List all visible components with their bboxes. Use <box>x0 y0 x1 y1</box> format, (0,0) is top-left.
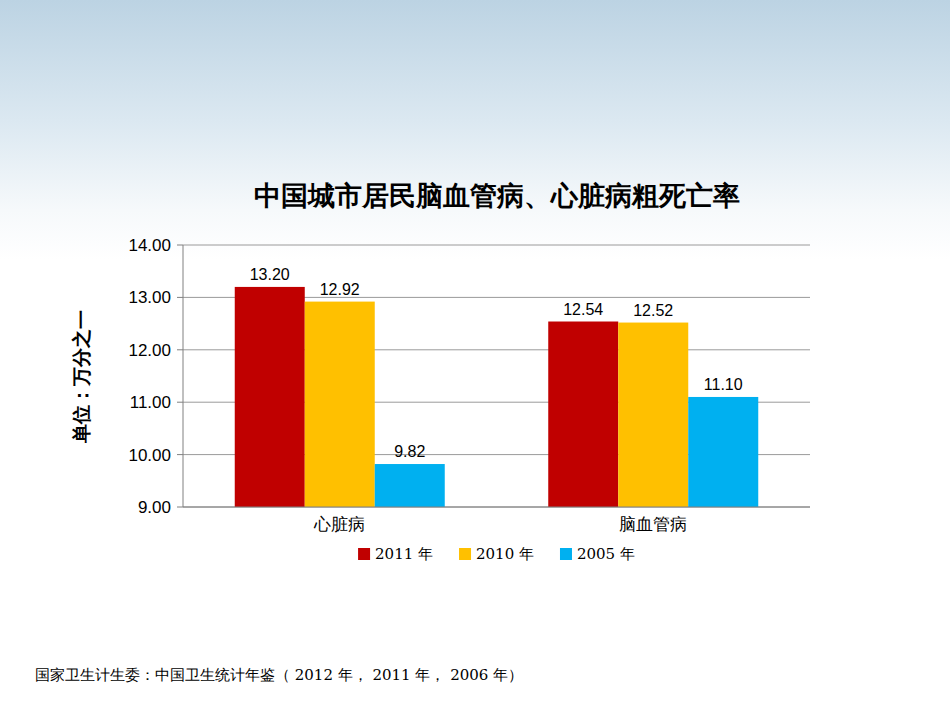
y-axis <box>183 245 184 507</box>
tick-label: 10.00 <box>128 446 171 465</box>
bar <box>375 464 445 507</box>
tick-mark <box>177 402 183 403</box>
title: 中国城市居民脑血管病、心脏病粗死亡率 <box>254 180 740 211</box>
data-label: 11.10 <box>704 376 743 393</box>
legend: 2011 年 2010 年 2005 年 <box>358 545 635 563</box>
bar <box>618 323 688 507</box>
tick-mark <box>177 507 183 508</box>
tick-mark <box>177 245 183 246</box>
grid-line <box>183 245 810 246</box>
tick-mark <box>177 454 183 455</box>
data-label: 12.54 <box>563 301 603 318</box>
data-label: 12.92 <box>320 281 360 298</box>
data-label: 9.82 <box>394 443 425 460</box>
bar <box>235 287 305 507</box>
category-label: 脑血管病 <box>619 514 687 534</box>
tick-label: 11.00 <box>130 393 171 412</box>
legend-label: 2011 年 <box>375 545 433 563</box>
bar <box>305 302 375 507</box>
tick-label: 13.00 <box>128 288 171 307</box>
legend-swatch <box>560 548 572 560</box>
bar <box>548 322 618 507</box>
category-label: 心脏病 <box>313 514 365 534</box>
axis-title: 单位：万分之一 <box>70 310 92 444</box>
x-axis <box>183 507 810 508</box>
bars <box>235 287 759 507</box>
data-label: 12.52 <box>633 302 673 319</box>
bar <box>688 397 758 507</box>
legend-swatch <box>459 548 471 560</box>
tick-mark <box>177 297 183 298</box>
data-label: 13.20 <box>250 266 290 283</box>
legend-label: 2005 年 <box>577 545 635 563</box>
chart: 中国城市居民脑血管病、心脏病粗死亡率 9.00 10.00 11.00 12.00 13.… <box>0 0 950 713</box>
grid-line <box>183 507 810 508</box>
source-note: 国家卫生计生委：中国卫生统计年鉴（ 2012 年， 2011 年， 2006 年… <box>35 666 523 684</box>
legend-label: 2010 年 <box>476 545 534 563</box>
tick-mark <box>177 349 183 350</box>
tick-label: 12.00 <box>128 341 171 360</box>
tick-label: 9.00 <box>138 498 171 517</box>
legend-swatch <box>358 548 370 560</box>
tick-label: 14.00 <box>128 236 171 255</box>
